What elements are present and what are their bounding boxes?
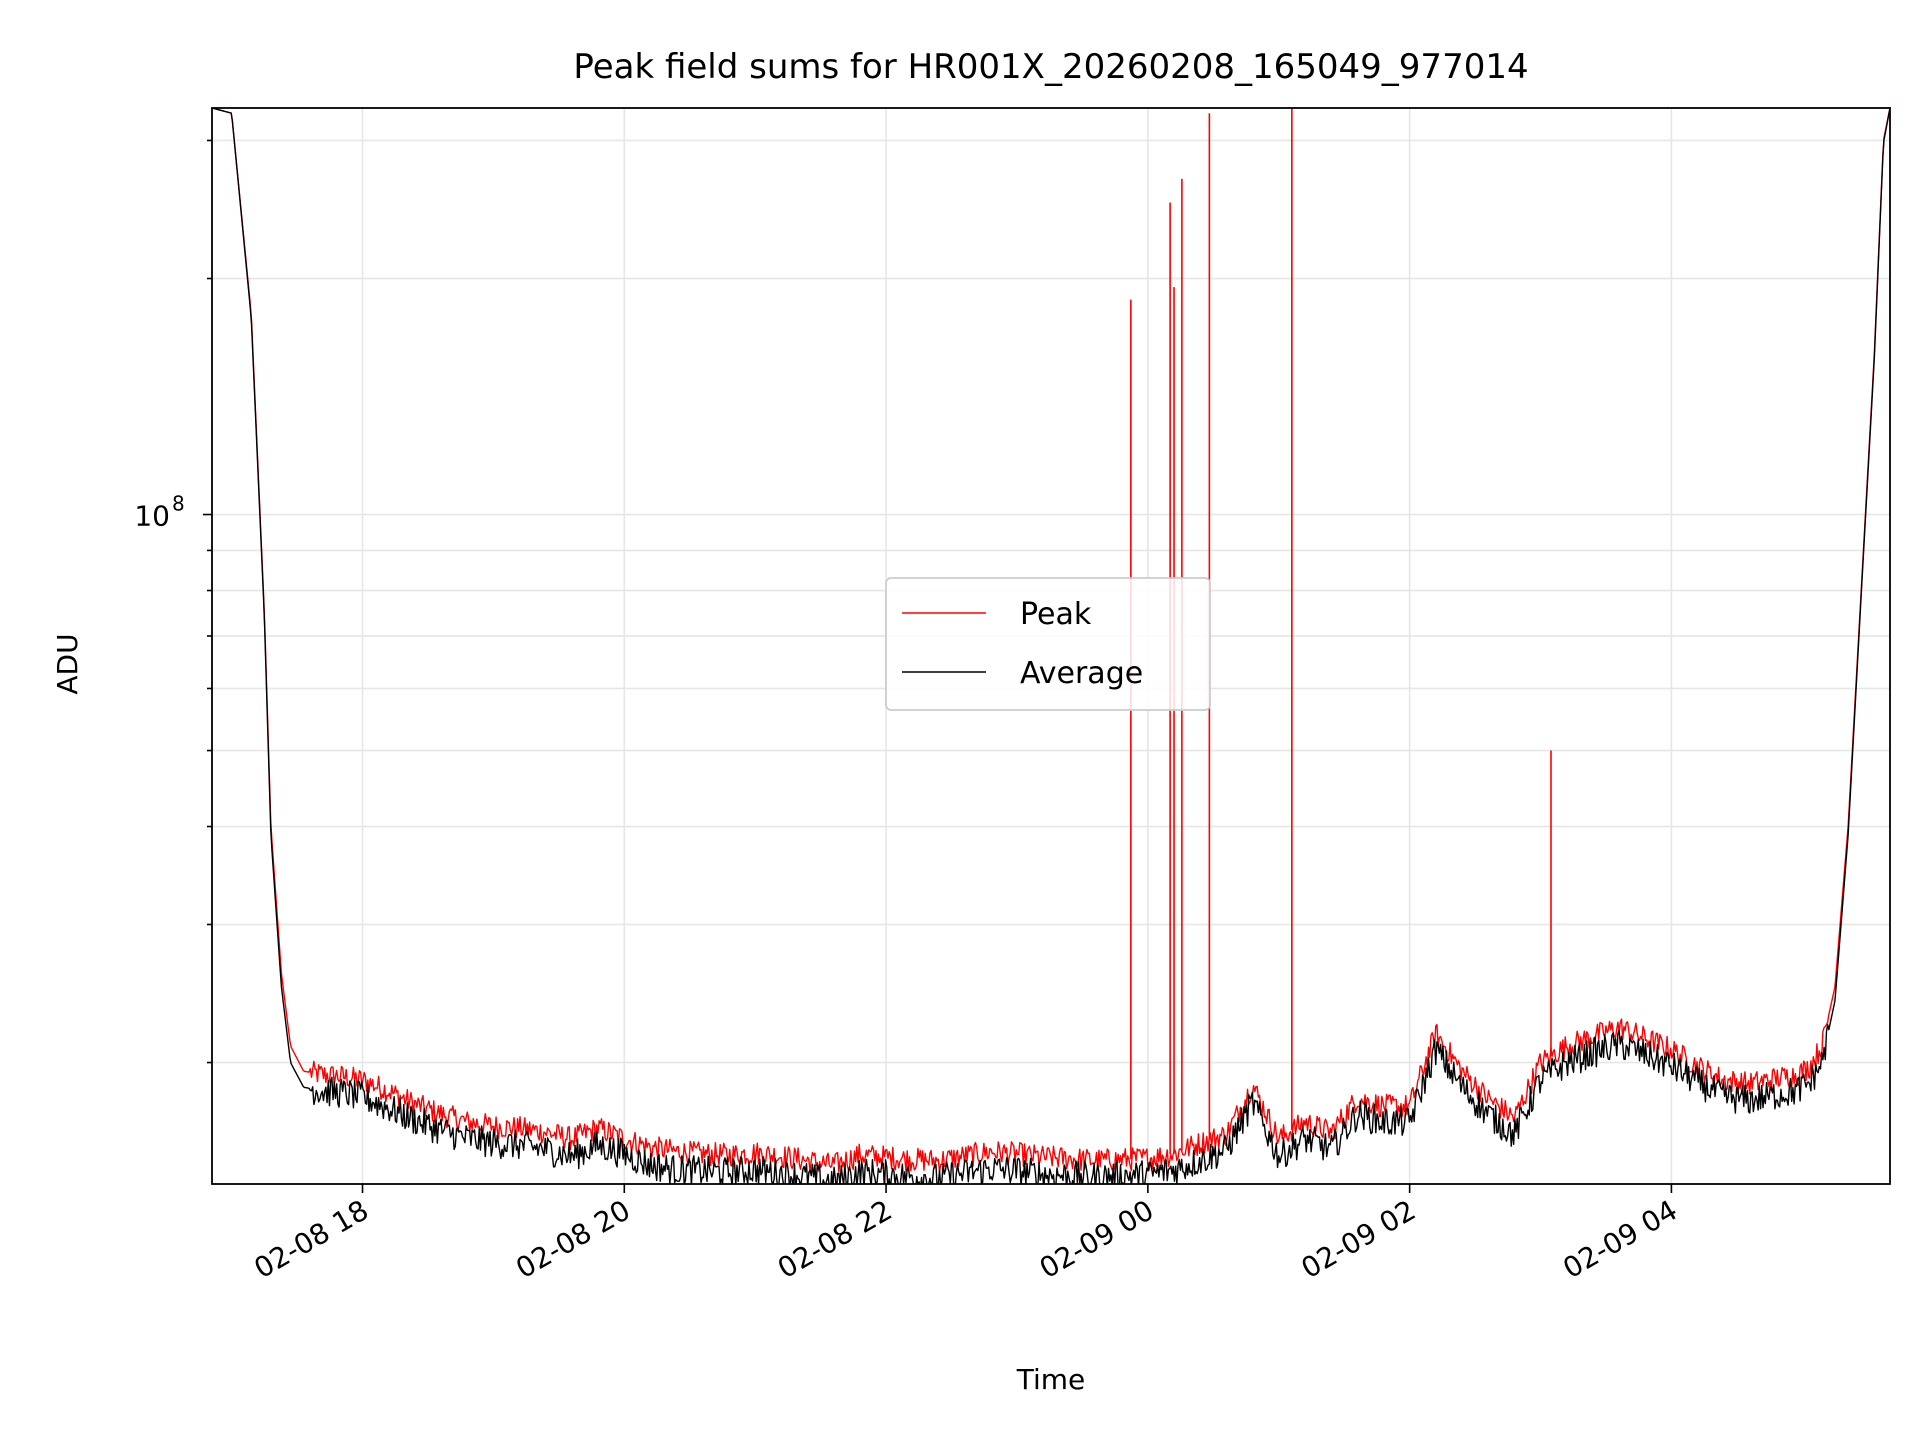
y-axis-label: ADU <box>51 633 84 694</box>
legend-average-label: Average <box>1020 656 1143 691</box>
axis-ticks: 02-08 18 02-08 20 02-08 22 02-09 00 02-09 02… <box>134 139 1683 1285</box>
x-tick-label: 02-08 20 <box>510 1193 636 1285</box>
average-series-line <box>212 108 1890 1184</box>
legend-peak-label: Peak <box>1020 597 1092 632</box>
chart-title: Peak field sums for HR001X_20260208_1650… <box>573 47 1528 87</box>
x-tick-label: 02-09 00 <box>1034 1193 1160 1285</box>
peak-series-line <box>212 108 1890 1173</box>
x-tick-label: 02-09 04 <box>1557 1193 1683 1285</box>
axes-frame <box>211 107 1891 1185</box>
y-tick-label-base: 10 <box>134 500 170 533</box>
x-tick-label: 02-09 02 <box>1296 1193 1422 1285</box>
x-tick-label: 02-08 18 <box>248 1193 374 1285</box>
legend: Peak Average <box>885 577 1211 711</box>
x-axis-label: Time <box>1016 1363 1086 1396</box>
x-tick-label: 02-08 22 <box>772 1193 898 1285</box>
legend-box <box>885 577 1211 711</box>
y-tick-label-exponent: 8 <box>172 492 185 516</box>
